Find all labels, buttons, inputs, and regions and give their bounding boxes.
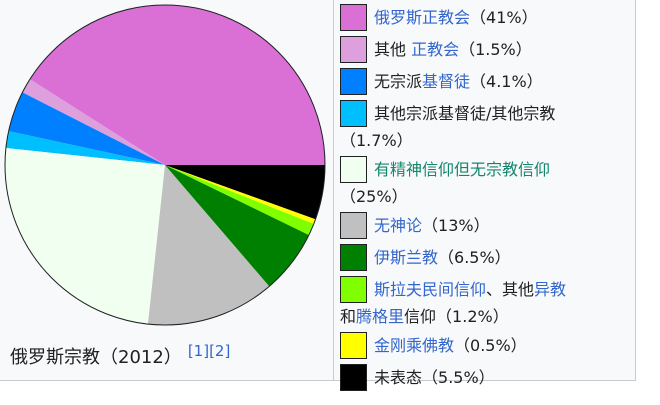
legend-swatch [340, 212, 367, 239]
reference-1-link[interactable]: [1] [187, 342, 210, 360]
legend-swatch [340, 244, 367, 271]
legend-label: 无宗派 [374, 72, 423, 91]
legend-swatch [340, 68, 367, 95]
legend-item: 俄罗斯正教会（41%） [340, 4, 632, 31]
pie-slice-2 [22, 79, 165, 165]
legend-item: 其他宗派基督徒/其他宗教 （1.7%） [340, 100, 632, 151]
pie-slice-4 [5, 131, 165, 165]
caption-refs: [1][2] [188, 342, 231, 360]
pie-slice-1 [29, 5, 325, 165]
legend-item: 斯拉夫民间信仰、其他异教和腾格里信仰（1.2%） [340, 276, 632, 327]
caption-title: 俄罗斯宗教（2012） [10, 347, 182, 368]
legend-swatch [340, 276, 367, 303]
spiritual-not-religious-link[interactable]: 有精神信仰但无宗教信仰 [374, 160, 551, 179]
legend-item: 其他 正教会（1.5%） [340, 36, 632, 63]
legend-label: 信仰 [404, 307, 437, 326]
legend-label: 、其他 [486, 280, 535, 299]
legend-item: 无神论（13%） [340, 212, 632, 239]
legend-value: （1.5%） [459, 40, 532, 59]
slavic-folk-religion-link[interactable]: 斯拉夫民间信仰 [374, 280, 487, 299]
legend-swatch [340, 332, 367, 359]
legend-swatch [340, 100, 367, 127]
chart-panel: 俄罗斯宗教（2012） [1][2] 俄罗斯正教会（41%） 其他 正教会（1.5… [0, 0, 636, 391]
legend-value: （25%） [340, 187, 408, 206]
divider [333, 0, 334, 380]
pie-slice-5 [4, 147, 165, 325]
legend-item: 金刚乘佛教（0.5%） [340, 332, 632, 359]
legend: 俄罗斯正教会（41%） 其他 正教会（1.5%） 无宗派基督徒（4.1%） 其他… [340, 4, 632, 396]
vajrayana-buddhism-link[interactable]: 金刚乘佛教 [374, 336, 455, 355]
pie-outline [4, 4, 326, 326]
legend-swatch [340, 4, 367, 31]
legend-label: 未表态 [374, 368, 423, 387]
legend-value: （5.5%） [422, 368, 495, 387]
legend-item: 伊斯兰教（6.5%） [340, 244, 632, 271]
christian-link[interactable]: 基督徒 [422, 72, 471, 91]
legend-item: 未表态（5.5%） [340, 364, 632, 391]
legend-swatch [340, 364, 367, 391]
legend-swatch [340, 36, 367, 63]
pie-slice-8 [165, 165, 314, 235]
legend-value: （13%） [422, 216, 490, 235]
islam-link[interactable]: 伊斯兰教 [374, 248, 439, 267]
legend-value: （6.5%） [438, 248, 511, 267]
legend-value: （1.7%） [340, 131, 413, 150]
pie-slice-7 [165, 165, 309, 287]
legend-value: （0.5%） [454, 336, 527, 355]
pie-slice-10 [165, 165, 325, 220]
atheism-link[interactable]: 无神论 [374, 216, 423, 235]
pie-slice-3 [8, 92, 166, 165]
legend-label: 其他宗派基督徒/其他宗教 [374, 104, 556, 123]
pie-chart [4, 4, 326, 326]
legend-label: 和 [340, 307, 357, 326]
russian-orthodox-link[interactable]: 俄罗斯正教会 [374, 8, 471, 27]
legend-item: 有精神信仰但无宗教信仰 （25%） [340, 156, 632, 207]
legend-value: （1.2%） [436, 307, 509, 326]
tengrism-link[interactable]: 腾格里 [356, 307, 405, 326]
legend-item: 无宗派基督徒（4.1%） [340, 68, 632, 95]
legend-swatch [340, 156, 367, 183]
legend-value: （41%） [470, 8, 538, 27]
chart-caption: 俄罗斯宗教（2012） [1][2] [10, 342, 230, 369]
paganism-link[interactable]: 异教 [534, 280, 567, 299]
pie-slice-9 [165, 165, 316, 224]
reference-2-link[interactable]: [2] [209, 342, 231, 360]
orthodox-church-link[interactable]: 正教会 [411, 40, 460, 59]
legend-label: 其他 [374, 40, 412, 59]
legend-value: （4.1%） [470, 72, 543, 91]
pie-slice-6 [147, 165, 270, 326]
